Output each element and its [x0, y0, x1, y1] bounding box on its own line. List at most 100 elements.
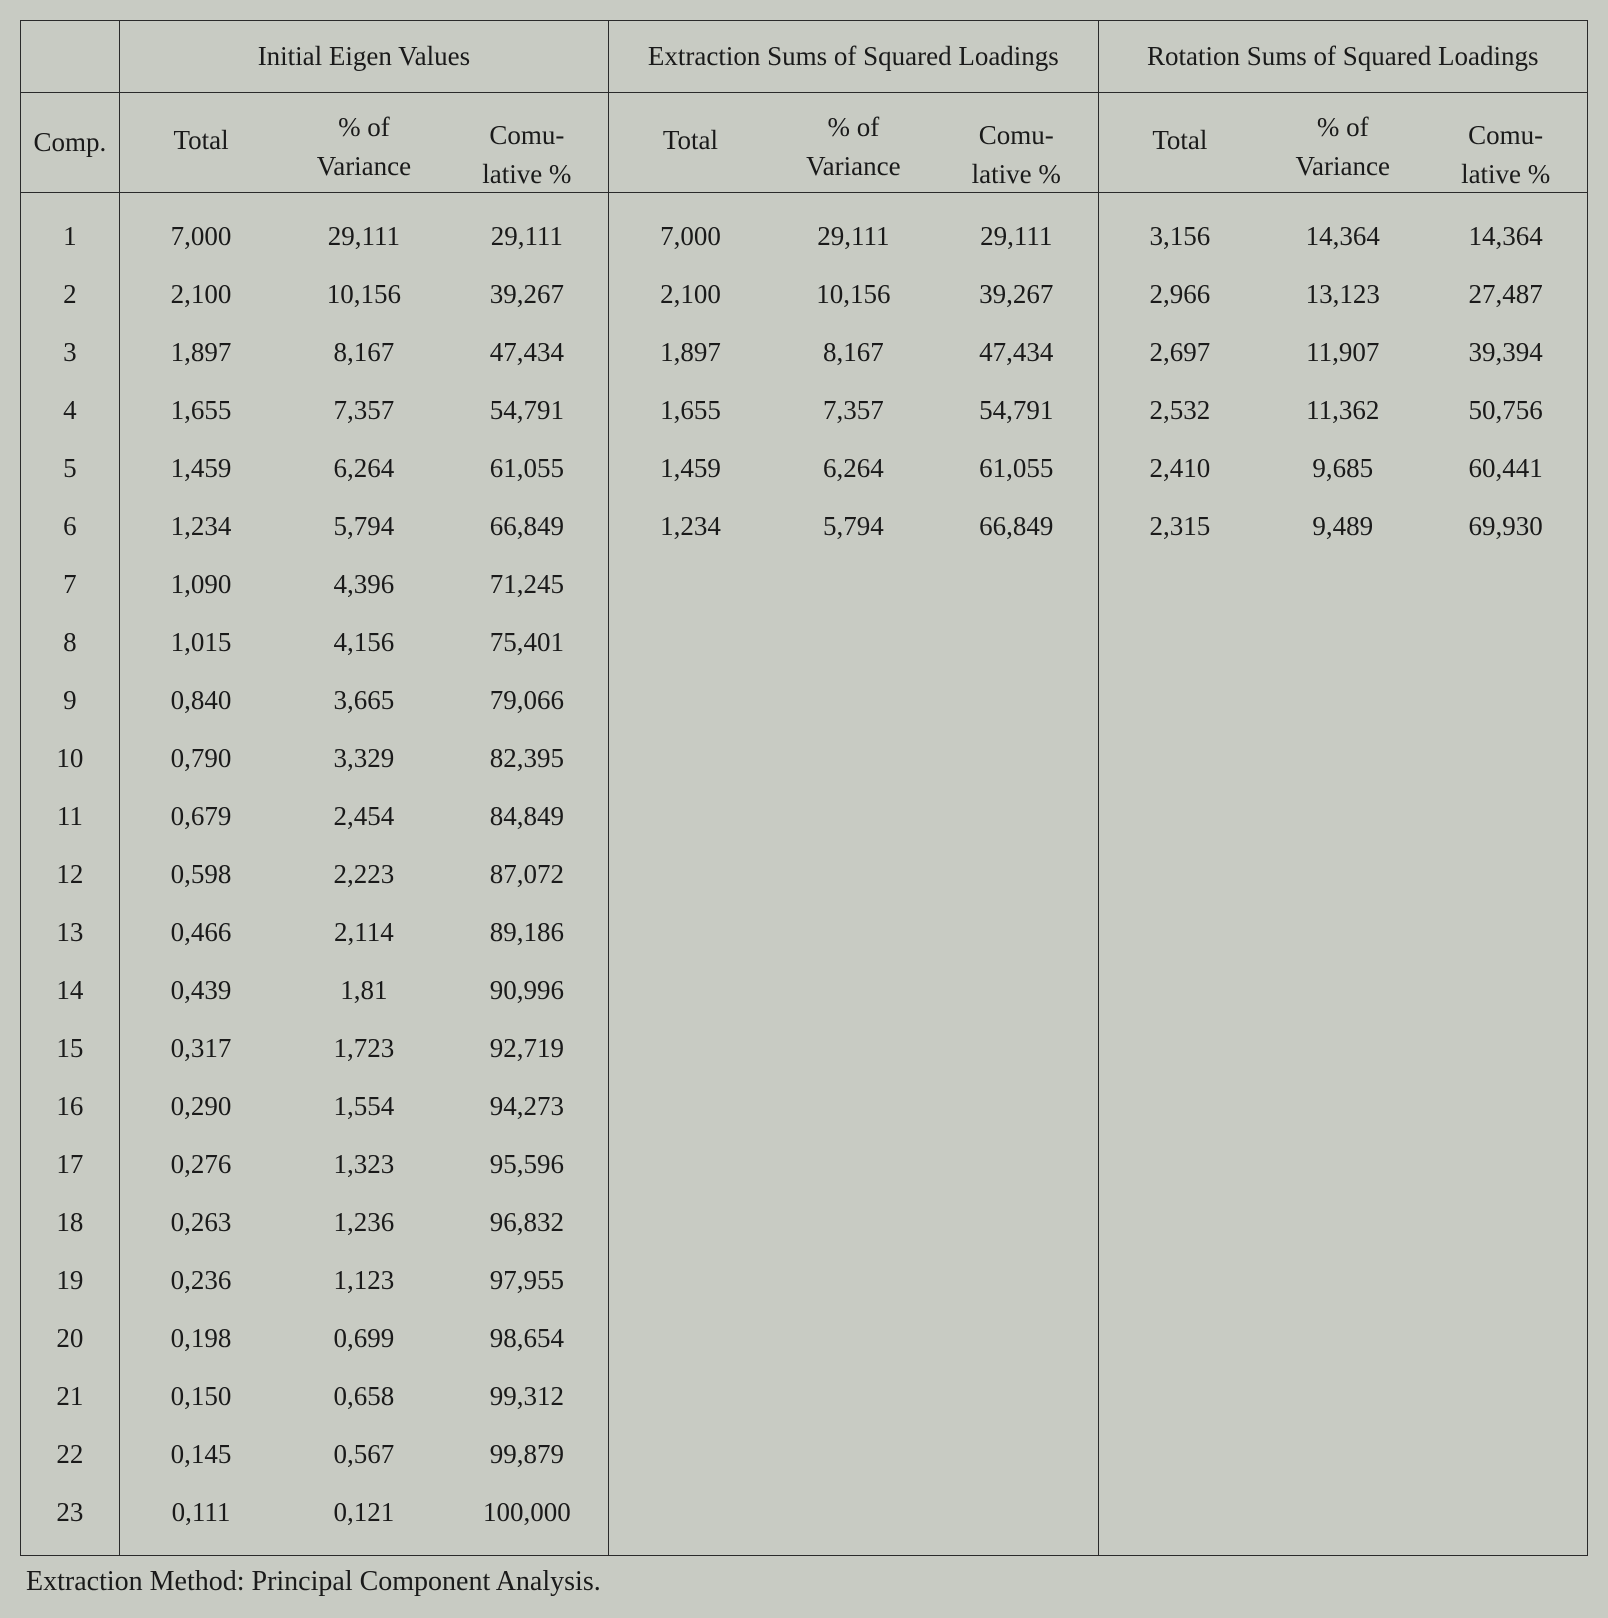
- cell-rotation-total: [1098, 961, 1261, 1019]
- header-comp-blank: [21, 21, 120, 93]
- cell-rotation-cum: [1424, 1019, 1587, 1077]
- table-row: 190,2361,12397,955: [21, 1251, 1588, 1309]
- cell-extraction-cum: 61,055: [935, 439, 1098, 497]
- table-row: 71,0904,39671,245: [21, 555, 1588, 613]
- cell-extraction-cum: [935, 961, 1098, 1019]
- cell-initial-cum: 87,072: [446, 845, 609, 903]
- sub-pct-l1: % of: [827, 111, 879, 143]
- table-row: 160,2901,55494,273: [21, 1077, 1588, 1135]
- table-row: 170,2761,32395,596: [21, 1135, 1588, 1193]
- sub-total: Total: [663, 124, 718, 156]
- cell-extraction-total: [609, 729, 772, 787]
- cell-extraction-cum: [935, 903, 1098, 961]
- sub-total: Total: [1152, 124, 1207, 156]
- cell-rotation-total: [1098, 613, 1261, 671]
- cell-extraction-total: [609, 903, 772, 961]
- cell-rotation-total: 2,532: [1098, 381, 1261, 439]
- cell-extraction-pct: [772, 1309, 935, 1367]
- cell-extraction-pct: [772, 729, 935, 787]
- cell-initial-total: 1,090: [119, 555, 282, 613]
- cell-extraction-pct: [772, 961, 935, 1019]
- cell-initial-total: 1,655: [119, 381, 282, 439]
- cell-extraction-total: [609, 1483, 772, 1556]
- cell-rotation-pct: 9,489: [1261, 497, 1424, 555]
- cell-extraction-pct: 6,264: [772, 439, 935, 497]
- sub-cum-l1: Comu-: [1468, 119, 1543, 151]
- cell-initial-pct: 2,223: [282, 845, 445, 903]
- table-row: 220,1450,56799,879: [21, 1425, 1588, 1483]
- cell-comp: 22: [21, 1425, 120, 1483]
- cell-rotation-cum: [1424, 729, 1587, 787]
- cell-initial-pct: 0,121: [282, 1483, 445, 1556]
- cell-initial-cum: 75,401: [446, 613, 609, 671]
- cell-initial-total: 1,234: [119, 497, 282, 555]
- cell-comp: 1: [21, 193, 120, 266]
- table-row: 150,3171,72392,719: [21, 1019, 1588, 1077]
- header-rotation-cum: Comu-lative %: [1424, 93, 1587, 193]
- cell-rotation-pct: [1261, 903, 1424, 961]
- cell-extraction-pct: [772, 555, 935, 613]
- cell-initial-cum: 82,395: [446, 729, 609, 787]
- cell-rotation-cum: [1424, 1483, 1587, 1556]
- sub-pct-l2: Variance: [1296, 150, 1390, 182]
- cell-extraction-pct: [772, 1425, 935, 1483]
- cell-initial-pct: 4,156: [282, 613, 445, 671]
- cell-comp: 16: [21, 1077, 120, 1135]
- header-extraction-total: Total: [609, 93, 772, 193]
- cell-initial-total: 0,290: [119, 1077, 282, 1135]
- cell-initial-total: 0,145: [119, 1425, 282, 1483]
- table-row: 140,4391,8190,996: [21, 961, 1588, 1019]
- cell-extraction-total: [609, 613, 772, 671]
- header-extraction-pct: % of Variance: [772, 93, 935, 193]
- cell-initial-cum: 71,245: [446, 555, 609, 613]
- cell-rotation-total: [1098, 903, 1261, 961]
- cell-extraction-cum: [935, 1309, 1098, 1367]
- cell-extraction-pct: 29,111: [772, 193, 935, 266]
- cell-rotation-pct: [1261, 1367, 1424, 1425]
- cell-rotation-total: 2,697: [1098, 323, 1261, 381]
- cell-extraction-total: 2,100: [609, 265, 772, 323]
- cell-initial-cum: 99,879: [446, 1425, 609, 1483]
- cell-comp: 23: [21, 1483, 120, 1556]
- sub-pct-l1: % of: [338, 111, 390, 143]
- cell-extraction-cum: 29,111: [935, 193, 1098, 266]
- cell-initial-cum: 98,654: [446, 1309, 609, 1367]
- cell-extraction-pct: [772, 787, 935, 845]
- cell-initial-pct: 1,123: [282, 1251, 445, 1309]
- cell-rotation-total: 2,315: [1098, 497, 1261, 555]
- cell-initial-total: 0,679: [119, 787, 282, 845]
- cell-rotation-total: [1098, 1309, 1261, 1367]
- cell-extraction-total: [609, 1309, 772, 1367]
- cell-extraction-pct: [772, 1367, 935, 1425]
- cell-extraction-total: 1,655: [609, 381, 772, 439]
- header-initial-cum: Comu-lative %: [446, 93, 609, 193]
- cell-initial-pct: 6,264: [282, 439, 445, 497]
- cell-rotation-cum: [1424, 787, 1587, 845]
- cell-rotation-cum: 27,487: [1424, 265, 1587, 323]
- cell-initial-total: 0,790: [119, 729, 282, 787]
- cell-rotation-pct: [1261, 1483, 1424, 1556]
- cell-extraction-total: [609, 1367, 772, 1425]
- table-row: 110,6792,45484,849: [21, 787, 1588, 845]
- cell-extraction-cum: [935, 613, 1098, 671]
- cell-extraction-cum: [935, 1483, 1098, 1556]
- table-body: 17,00029,11129,1117,00029,11129,1113,156…: [21, 193, 1588, 1556]
- cell-rotation-total: [1098, 787, 1261, 845]
- cell-extraction-pct: [772, 1483, 935, 1556]
- cell-initial-total: 0,598: [119, 845, 282, 903]
- cell-initial-total: 0,198: [119, 1309, 282, 1367]
- sub-pct-l2: Variance: [806, 150, 900, 182]
- cell-initial-pct: 1,554: [282, 1077, 445, 1135]
- cell-initial-total: 0,236: [119, 1251, 282, 1309]
- cell-initial-cum: 29,111: [446, 193, 609, 266]
- cell-initial-cum: 97,955: [446, 1251, 609, 1309]
- cell-initial-total: 0,276: [119, 1135, 282, 1193]
- table-row: 90,8403,66579,066: [21, 671, 1588, 729]
- header-group-extraction: Extraction Sums of Squared Loadings: [609, 21, 1098, 93]
- cell-rotation-pct: [1261, 671, 1424, 729]
- cell-rotation-total: [1098, 555, 1261, 613]
- table-row: 17,00029,11129,1117,00029,11129,1113,156…: [21, 193, 1588, 266]
- cell-extraction-total: [609, 845, 772, 903]
- cell-initial-cum: 39,267: [446, 265, 609, 323]
- cell-rotation-pct: [1261, 1309, 1424, 1367]
